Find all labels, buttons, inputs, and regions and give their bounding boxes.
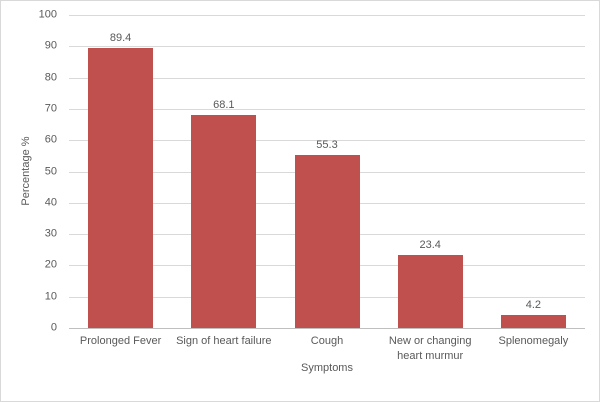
bar xyxy=(397,254,463,328)
gridline xyxy=(69,46,585,48)
y-tick-label: 30 xyxy=(44,227,57,240)
y-tick-label: 50 xyxy=(44,165,57,177)
gridline xyxy=(69,108,585,110)
gridline xyxy=(69,140,585,142)
bar-value-label: 68.1 xyxy=(213,98,235,111)
gridline xyxy=(69,15,585,16)
plot-area xyxy=(69,15,585,329)
bar-value-label: 55.3 xyxy=(316,138,338,151)
x-tick-label: Splenomegaly xyxy=(498,335,569,347)
x-tick-label: Prolonged Fever xyxy=(79,335,162,347)
y-tick-label: 10 xyxy=(44,290,57,303)
y-tick-label: 20 xyxy=(44,258,57,271)
x-tick-label: Cough xyxy=(310,335,344,347)
x-axis-title: Symptoms xyxy=(301,362,353,374)
bar-value-label: 4.2 xyxy=(525,298,542,311)
y-tick-label: 40 xyxy=(44,196,57,209)
y-tick-label: 60 xyxy=(44,133,57,146)
bar xyxy=(294,154,360,328)
bar-value-label: 89.4 xyxy=(109,32,132,45)
gridline xyxy=(69,77,585,79)
x-tick-label: New or changing heart murmur xyxy=(388,335,472,362)
bar xyxy=(88,48,154,328)
y-tick-label: 90 xyxy=(44,39,57,52)
bar xyxy=(191,114,257,328)
y-tick-label: 80 xyxy=(44,71,57,84)
bar-value-label: 23.4 xyxy=(419,238,441,251)
y-tick-label: 100 xyxy=(38,8,57,21)
y-tick-label: 70 xyxy=(44,102,57,115)
y-tick-label: 0 xyxy=(50,321,57,334)
x-tick-label: Sign of heart failure xyxy=(176,335,272,347)
bar xyxy=(500,314,566,328)
